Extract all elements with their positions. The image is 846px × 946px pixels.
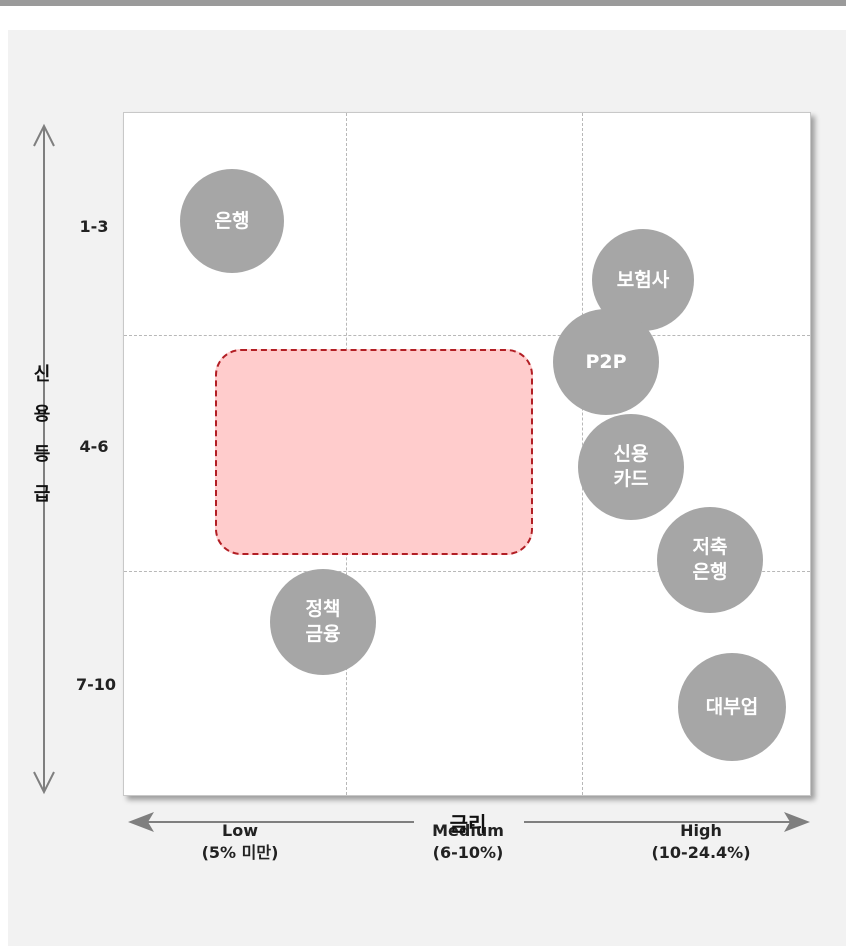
x-arrow-head-right-icon — [784, 812, 810, 832]
x-tick-label: High (10-24.4%) — [651, 821, 751, 862]
bubble-lender: 대부업 — [678, 653, 786, 761]
y-axis-label-char: 급 — [33, 484, 51, 505]
y-tick-label: 4-6 — [79, 437, 109, 456]
y-tick-label: 7-10 — [75, 675, 117, 694]
x-tick-label: Medium (6-10%) — [432, 821, 504, 862]
y-arrow-head-top-icon — [33, 123, 55, 147]
grid-line-horizontal — [124, 571, 810, 572]
grid-line-horizontal — [124, 335, 810, 336]
bubble-credit-card: 신용 카드 — [578, 414, 684, 520]
y-axis-label-char: 용 — [33, 404, 51, 425]
target-zone — [215, 349, 533, 555]
x-axis-label: 금리 — [449, 812, 487, 836]
bubble-p2p: P2P — [553, 309, 659, 415]
y-tick-label: 1-3 — [79, 217, 109, 236]
bubble-policy-finance: 정책 금융 — [270, 569, 376, 675]
bubble-savings-bank: 저축 은행 — [657, 507, 763, 613]
plot-area: 은행 보험사 P2P 신용 카드 저축 은행 정책 금융 대부업 — [123, 112, 811, 796]
y-arrow-head-bottom-icon — [33, 771, 55, 795]
y-axis-label-char: 등 — [33, 444, 51, 465]
x-arrow-head-left-icon — [128, 812, 154, 832]
bubble-bank: 은행 — [180, 169, 284, 273]
x-tick-label: Low (5% 미만) — [201, 821, 279, 862]
y-axis-label: 신 용 등 급 — [22, 360, 62, 520]
top-divider — [0, 0, 846, 6]
y-axis-label-char: 신 — [33, 364, 51, 385]
